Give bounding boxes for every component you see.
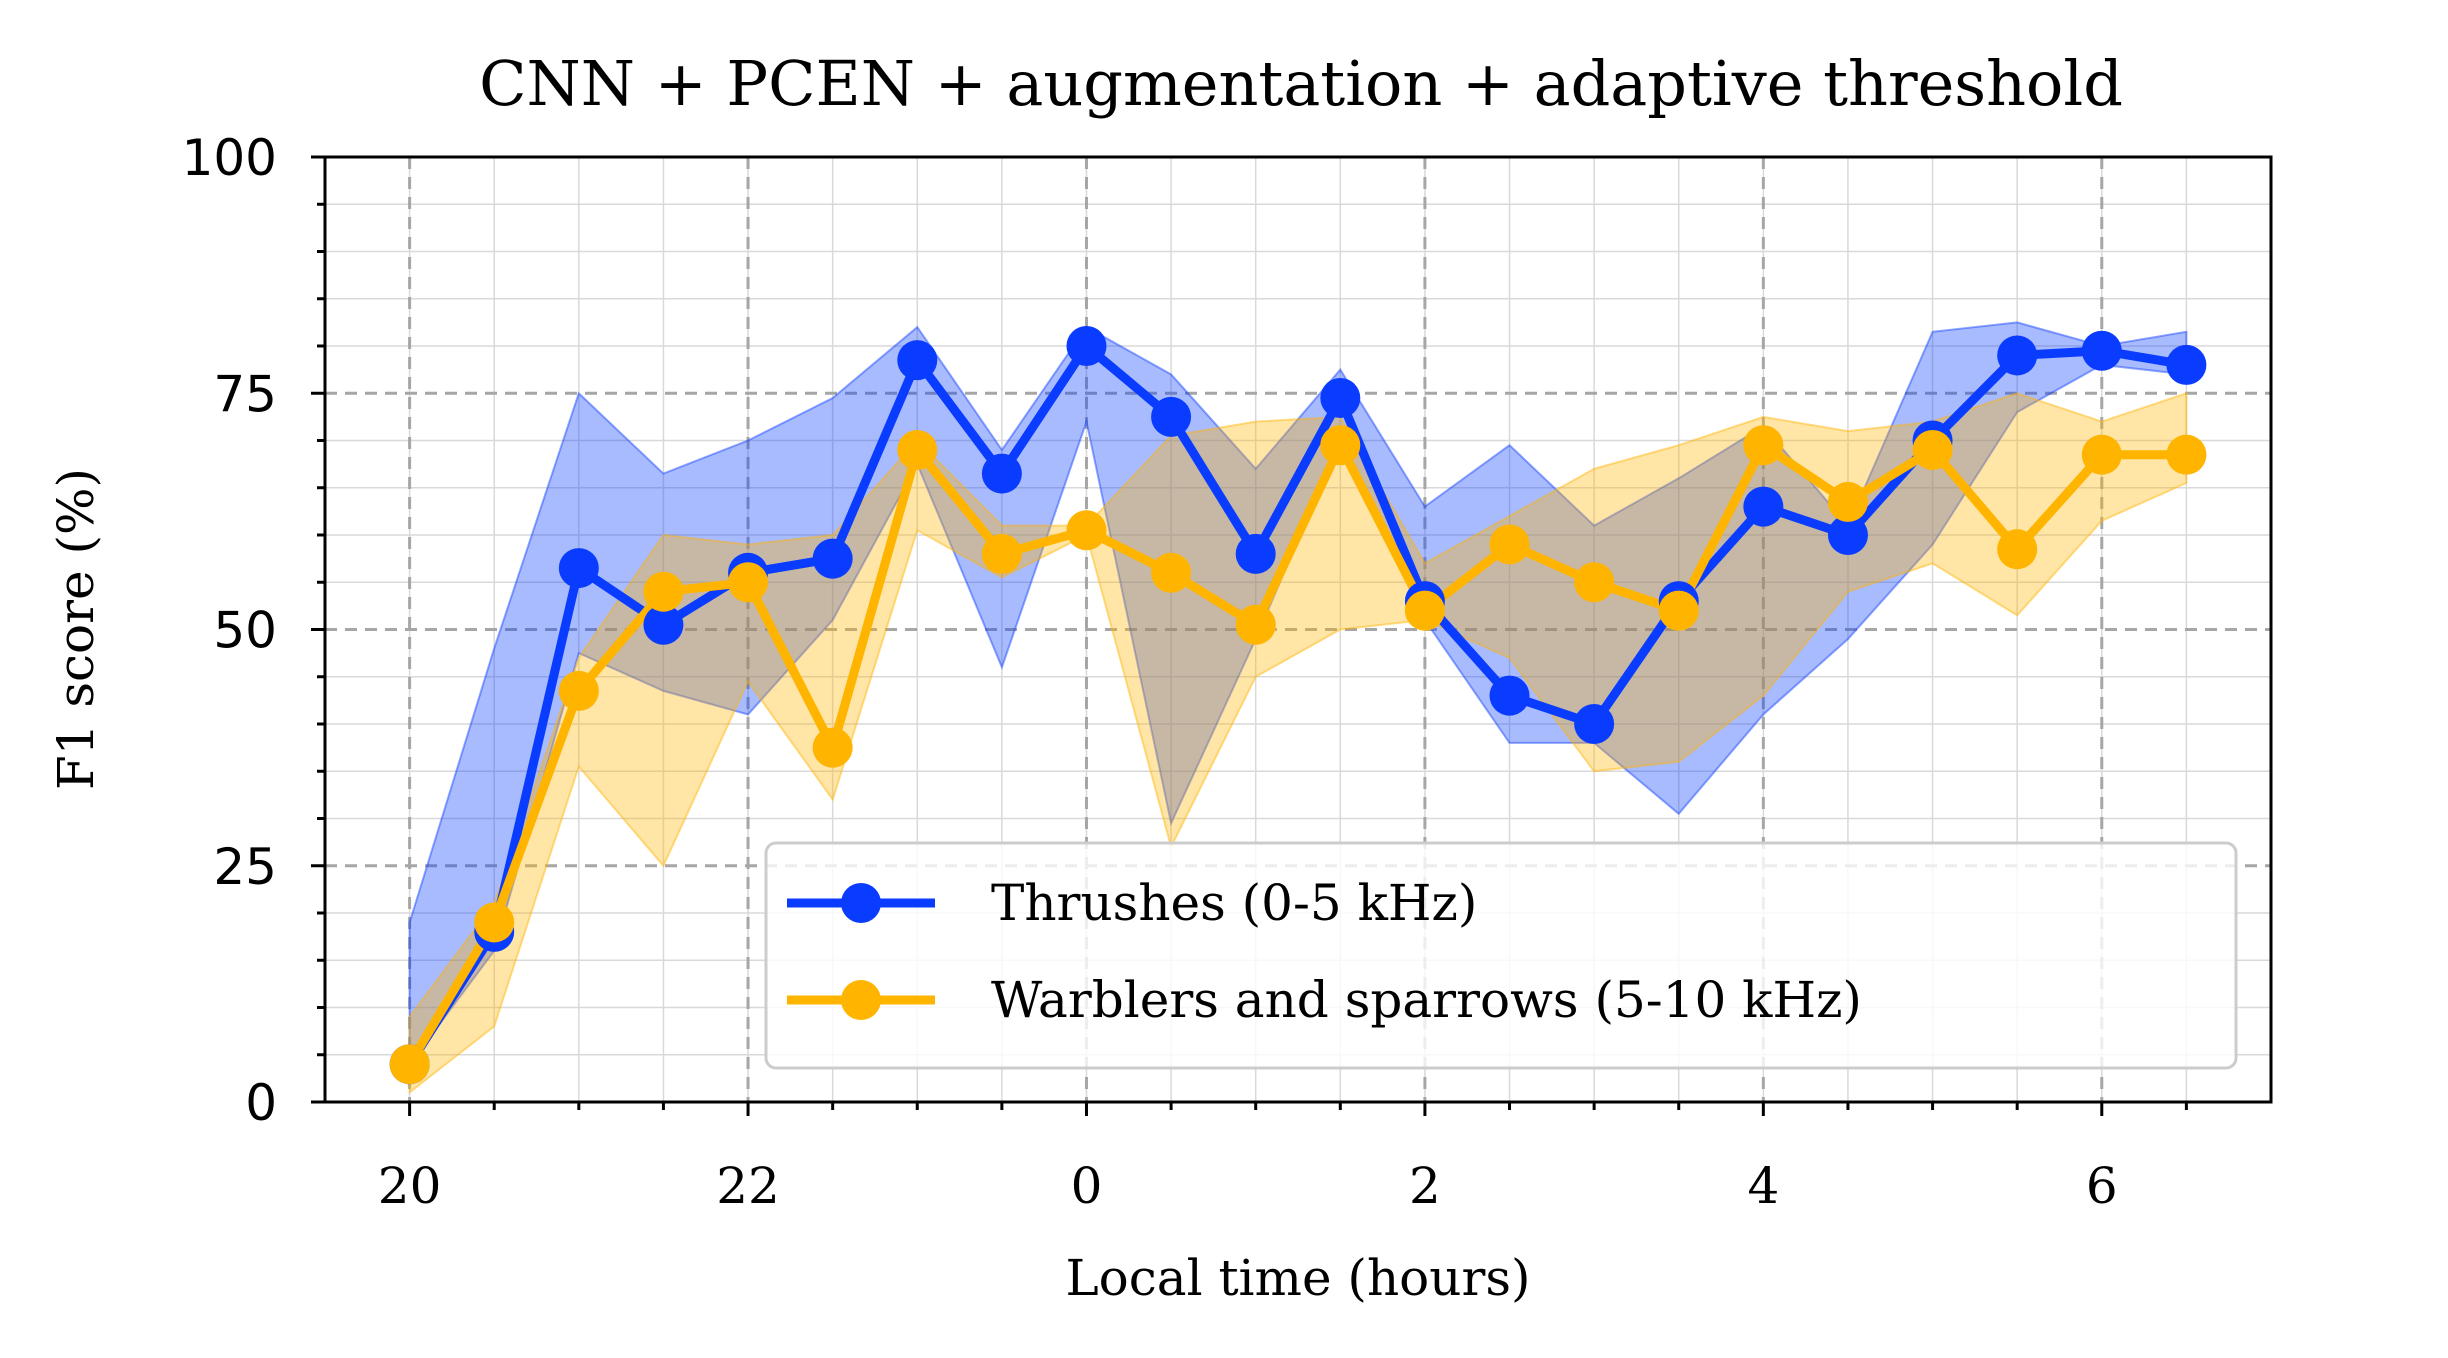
y-tick-label: 50 bbox=[213, 602, 277, 660]
x-axis-label: Local time (hours) bbox=[1065, 1249, 1530, 1307]
series-points bbox=[389, 326, 2207, 1085]
point-series-2 bbox=[1827, 481, 1868, 522]
point-series-2 bbox=[1066, 510, 1107, 551]
y-tick-label: 25 bbox=[213, 838, 277, 896]
point-series-1 bbox=[643, 604, 684, 645]
point-series-1 bbox=[558, 548, 599, 589]
legend-box bbox=[764, 841, 2238, 1070]
point-series-1 bbox=[1743, 486, 1784, 527]
legend: Thrushes (0-5 kHz) Warblers and sparrows … bbox=[764, 841, 2238, 1070]
band-series-2 bbox=[408, 391, 2188, 1095]
x-tick-label: 20 bbox=[378, 1157, 442, 1215]
legend-marker-series-2 bbox=[841, 980, 881, 1020]
point-series-2 bbox=[1235, 604, 1276, 645]
point-series-2 bbox=[1151, 552, 1192, 593]
point-series-2 bbox=[474, 902, 515, 943]
point-series-1 bbox=[812, 538, 853, 579]
series-lines bbox=[405, 341, 2188, 1067]
point-series-1 bbox=[2081, 330, 2122, 371]
y-tick-label: 0 bbox=[245, 1074, 277, 1132]
point-series-1 bbox=[1320, 377, 1361, 418]
point-series-2 bbox=[728, 562, 769, 603]
x-tick-label: 0 bbox=[1071, 1157, 1103, 1215]
point-series-1 bbox=[2166, 344, 2207, 385]
y-axis-label: F1 score (%) bbox=[47, 468, 105, 790]
legend-marker-series-1 bbox=[841, 883, 881, 923]
point-series-1 bbox=[1574, 704, 1615, 744]
point-series-1 bbox=[897, 340, 938, 381]
point-series-1 bbox=[1151, 396, 1192, 437]
point-series-2 bbox=[2166, 434, 2207, 475]
x-tick-label: 4 bbox=[1747, 1157, 1779, 1215]
point-series-2 bbox=[1404, 590, 1445, 631]
y-tick-label: 100 bbox=[182, 129, 277, 187]
chart-title: CNN + PCEN + augmentation + adaptive thr… bbox=[479, 47, 2123, 120]
legend-items: Thrushes (0-5 kHz) Warblers and sparrows … bbox=[787, 874, 1862, 1029]
x-tick-label: 6 bbox=[2086, 1157, 2118, 1215]
y-tick-label: 75 bbox=[213, 365, 277, 423]
point-series-1 bbox=[1066, 326, 1107, 366]
point-series-2 bbox=[558, 670, 599, 711]
point-series-2 bbox=[1489, 524, 1530, 565]
point-series-1 bbox=[1997, 335, 2038, 376]
point-series-2 bbox=[389, 1044, 430, 1085]
point-series-1 bbox=[981, 453, 1022, 494]
x-tick-label: 2 bbox=[1409, 1157, 1441, 1215]
point-series-1 bbox=[1827, 515, 1868, 555]
point-series-2 bbox=[643, 571, 684, 612]
point-series-1 bbox=[1489, 675, 1530, 716]
line-series-2 bbox=[405, 440, 2187, 1067]
y-axis-ticks: 0 25 50 75 100 bbox=[182, 129, 325, 1132]
legend-label-series-2: Warblers and sparrows (5-10 kHz) bbox=[991, 971, 1862, 1029]
point-series-2 bbox=[897, 429, 938, 470]
point-series-1 bbox=[1235, 533, 1276, 574]
point-series-2 bbox=[1997, 529, 2038, 570]
point-series-2 bbox=[981, 533, 1022, 574]
line-series-1 bbox=[405, 341, 2188, 1067]
point-series-2 bbox=[1743, 425, 1784, 466]
point-series-2 bbox=[812, 727, 853, 768]
legend-label-series-1: Thrushes (0-5 kHz) bbox=[991, 874, 1477, 932]
x-tick-label: 22 bbox=[716, 1157, 780, 1215]
point-series-2 bbox=[2081, 434, 2122, 475]
point-series-2 bbox=[1320, 425, 1361, 466]
point-series-2 bbox=[1912, 429, 1953, 470]
x-axis-ticks: 20 22 0 2 4 6 bbox=[378, 1102, 2188, 1215]
point-series-2 bbox=[1658, 590, 1699, 631]
point-series-2 bbox=[1574, 562, 1615, 603]
